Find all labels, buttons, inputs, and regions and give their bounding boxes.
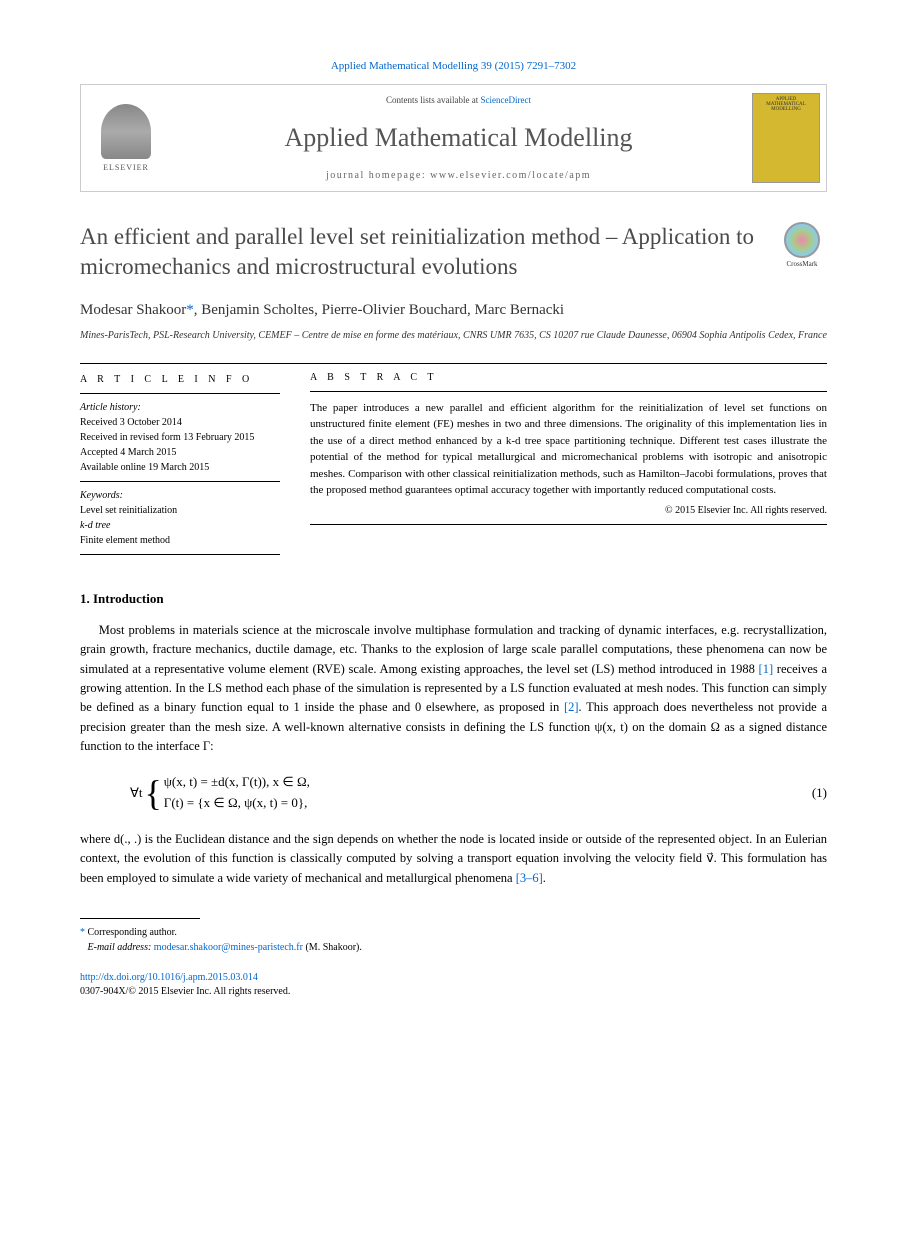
info-abstract-row: A R T I C L E I N F O Article history: R… <box>80 372 827 561</box>
p2-text-b: . <box>543 871 546 885</box>
email-label: E-mail address: <box>88 942 152 953</box>
article-title: An efficient and parallel level set rein… <box>80 222 757 282</box>
info-heading: A R T I C L E I N F O <box>80 372 280 387</box>
author-3[interactable]: Pierre-Olivier Bouchard <box>322 302 467 318</box>
elsevier-name: ELSEVIER <box>103 163 149 172</box>
elsevier-logo[interactable]: ELSEVIER <box>91 93 161 183</box>
ref-3-6[interactable]: [3–6] <box>516 871 543 885</box>
cover-thumbnail-area: APPLIED MATHEMATICAL MODELLING <box>746 85 826 191</box>
corr-label: Corresponding author. <box>88 927 177 938</box>
abstract-copyright: © 2015 Elsevier Inc. All rights reserved… <box>310 505 827 516</box>
brace-icon: { <box>145 779 162 808</box>
crossmark-badge[interactable]: CrossMark <box>777 222 827 268</box>
corresponding-footnote: * Corresponding author. E-mail address: … <box>80 925 827 955</box>
article-info: A R T I C L E I N F O Article history: R… <box>80 372 280 561</box>
doi-link[interactable]: http://dx.doi.org/10.1016/j.apm.2015.03.… <box>80 972 258 983</box>
journal-header: ELSEVIER Contents lists available at Sci… <box>80 84 827 192</box>
author-1[interactable]: Modesar Shakoor <box>80 302 186 318</box>
keyword-3: Finite element method <box>80 533 280 548</box>
abstract-text: The paper introduces a new parallel and … <box>310 400 827 499</box>
eq-prefix: ∀t <box>130 785 143 801</box>
sciencedirect-link[interactable]: ScienceDirect <box>481 95 531 105</box>
contents-prefix: Contents lists available at <box>386 95 480 105</box>
online-date: Available online 19 March 2015 <box>80 460 280 475</box>
journal-homepage[interactable]: journal homepage: www.elsevier.com/locat… <box>176 170 741 181</box>
footnote-divider <box>80 918 200 919</box>
publisher-logo-area: ELSEVIER <box>81 85 171 191</box>
eq-line-2: Γ(t) = {x ∈ Ω, ψ(x, t) = 0}, <box>164 793 310 814</box>
affiliation: Mines-ParisTech, PSL-Research University… <box>80 329 827 343</box>
elsevier-tree-icon <box>101 104 151 159</box>
equation-content: ∀t { ψ(x, t) = ±d(x, Γ(t)), x ∈ Ω, Γ(t) … <box>130 772 787 814</box>
contents-line: Contents lists available at ScienceDirec… <box>176 95 741 105</box>
author-2[interactable]: Benjamin Scholtes <box>201 302 314 318</box>
received-date: Received 3 October 2014 <box>80 415 280 430</box>
section-1-heading: 1. Introduction <box>80 591 827 607</box>
p2-text-a: where d(., .) is the Euclidean distance … <box>80 832 827 885</box>
header-center: Contents lists available at ScienceDirec… <box>171 85 746 191</box>
email-name: (M. Shakoor). <box>305 942 361 953</box>
abstract-heading: A B S T R A C T <box>310 372 827 383</box>
equation-1: ∀t { ψ(x, t) = ±d(x, Γ(t)), x ∈ Ω, Γ(t) … <box>130 772 827 814</box>
title-row: An efficient and parallel level set rein… <box>80 222 827 282</box>
abstract: A B S T R A C T The paper introduces a n… <box>310 372 827 561</box>
ref-1[interactable]: [1] <box>759 662 774 676</box>
journal-cover-thumbnail[interactable]: APPLIED MATHEMATICAL MODELLING <box>752 93 820 183</box>
crossmark-icon <box>784 222 820 258</box>
doi-block: http://dx.doi.org/10.1016/j.apm.2015.03.… <box>80 971 827 999</box>
footnote-mark: * <box>80 927 88 938</box>
keywords-label: Keywords: <box>80 488 280 503</box>
article-page: Applied Mathematical Modelling 39 (2015)… <box>0 0 907 1039</box>
ref-2[interactable]: [2] <box>564 700 579 714</box>
equation-number: (1) <box>787 785 827 801</box>
keyword-1: Level set reinitialization <box>80 503 280 518</box>
eq-line-1: ψ(x, t) = ±d(x, Γ(t)), x ∈ Ω, <box>164 772 310 793</box>
accepted-date: Accepted 4 March 2015 <box>80 445 280 460</box>
keyword-2: k-d tree <box>80 518 280 533</box>
author-email-link[interactable]: modesar.shakoor@mines-paristech.fr <box>154 942 303 953</box>
author-4[interactable]: Marc Bernacki <box>475 302 565 318</box>
issn-copyright: 0307-904X/© 2015 Elsevier Inc. All right… <box>80 986 290 997</box>
revised-date: Received in revised form 13 February 201… <box>80 430 280 445</box>
p1-text-a: Most problems in materials science at th… <box>80 623 827 676</box>
intro-paragraph-2: where d(., .) is the Euclidean distance … <box>80 830 827 888</box>
crossmark-label: CrossMark <box>777 260 827 268</box>
divider <box>80 363 827 364</box>
journal-name: Applied Mathematical Modelling <box>176 123 741 153</box>
citation-line: Applied Mathematical Modelling 39 (2015)… <box>80 60 827 72</box>
corresponding-mark[interactable]: * <box>186 302 194 318</box>
history-label: Article history: <box>80 400 280 415</box>
author-list: Modesar Shakoor*, Benjamin Scholtes, Pie… <box>80 302 827 319</box>
intro-paragraph-1: Most problems in materials science at th… <box>80 621 827 757</box>
